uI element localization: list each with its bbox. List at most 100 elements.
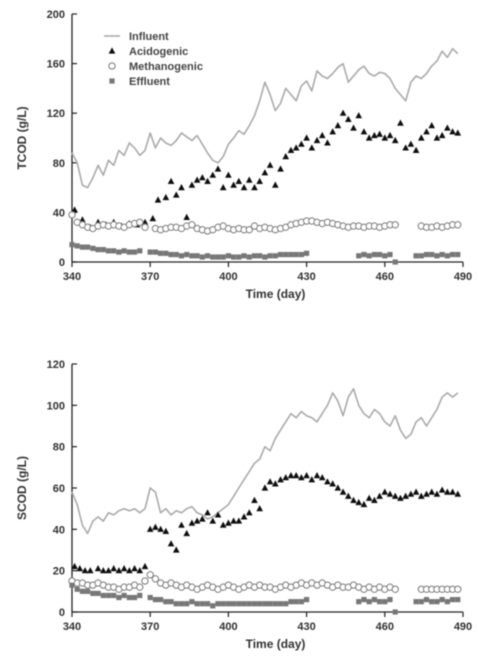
data-point-acidogenic bbox=[381, 488, 389, 495]
data-point-acidogenic bbox=[345, 492, 352, 499]
data-point-acidogenic bbox=[183, 529, 190, 537]
data-point-effluent bbox=[429, 599, 435, 605]
data-point-acidogenic bbox=[365, 494, 373, 501]
data-point-acidogenic bbox=[334, 484, 342, 491]
data-point-methanogenic bbox=[136, 218, 144, 226]
data-point-effluent bbox=[220, 254, 226, 260]
data-point-acidogenic bbox=[219, 184, 227, 191]
data-point-effluent bbox=[236, 601, 242, 607]
y-tick-label: 20 bbox=[53, 566, 65, 578]
data-point-effluent bbox=[423, 251, 430, 258]
data-point-acidogenic bbox=[230, 181, 237, 188]
data-point-acidogenic bbox=[428, 122, 436, 129]
y-tick-label: 80 bbox=[53, 442, 65, 454]
data-point-acidogenic bbox=[438, 131, 446, 139]
data-point-acidogenic bbox=[391, 492, 399, 499]
data-point-effluent bbox=[111, 248, 117, 254]
data-point-acidogenic bbox=[172, 546, 180, 553]
x-tick-label: 490 bbox=[454, 621, 472, 633]
data-point-effluent bbox=[304, 250, 310, 256]
data-point-acidogenic bbox=[454, 490, 462, 497]
data-point-effluent bbox=[267, 253, 273, 259]
data-point-acidogenic bbox=[146, 525, 154, 532]
data-point-effluent bbox=[455, 251, 461, 258]
data-point-effluent bbox=[231, 601, 237, 607]
data-point-effluent bbox=[220, 601, 226, 607]
data-point-effluent bbox=[376, 251, 383, 258]
data-point-acidogenic bbox=[204, 509, 211, 516]
data-point-effluent bbox=[152, 249, 159, 255]
data-point-acidogenic bbox=[209, 517, 217, 524]
data-point-effluent bbox=[371, 597, 377, 603]
data-point-acidogenic bbox=[193, 517, 201, 524]
data-point-acidogenic bbox=[120, 565, 128, 572]
data-point-effluent bbox=[392, 259, 398, 265]
data-point-effluent bbox=[225, 601, 231, 607]
data-point-effluent bbox=[387, 251, 393, 258]
data-point-effluent bbox=[257, 601, 263, 607]
data-point-acidogenic bbox=[105, 567, 112, 574]
data-point-effluent bbox=[455, 597, 461, 603]
data-point-acidogenic bbox=[402, 144, 409, 151]
y-tick-label: 0 bbox=[59, 257, 65, 269]
x-tick-label: 370 bbox=[141, 271, 159, 283]
data-point-effluent bbox=[418, 253, 424, 259]
data-point-methanogenic bbox=[141, 223, 149, 231]
data-point-acidogenic bbox=[256, 177, 263, 184]
data-point-effluent bbox=[189, 599, 195, 605]
data-point-effluent bbox=[210, 603, 216, 609]
data-point-acidogenic bbox=[219, 521, 227, 528]
data-point-effluent bbox=[257, 253, 263, 259]
data-point-methanogenic bbox=[141, 577, 149, 585]
data-point-acidogenic bbox=[282, 474, 290, 481]
data-point-effluent bbox=[267, 601, 273, 607]
data-point-acidogenic bbox=[360, 128, 368, 135]
data-point-acidogenic bbox=[99, 567, 107, 574]
data-point-effluent bbox=[79, 588, 86, 594]
data-point-effluent bbox=[444, 253, 450, 259]
legend: Influent Acidogenic Methanogenic Effluent bbox=[104, 31, 203, 88]
data-point-acidogenic bbox=[329, 480, 336, 487]
data-point-effluent bbox=[95, 247, 101, 253]
data-point-effluent bbox=[131, 249, 138, 255]
data-point-acidogenic bbox=[324, 478, 331, 485]
y-tick-label: 160 bbox=[47, 59, 65, 71]
data-point-effluent bbox=[95, 590, 101, 596]
legend-label: Influent bbox=[129, 31, 169, 43]
data-point-acidogenic bbox=[131, 565, 138, 572]
x-axis-label: Time (day) bbox=[246, 637, 306, 651]
data-point-acidogenic bbox=[167, 177, 175, 184]
data-point-effluent bbox=[361, 251, 367, 258]
data-point-methanogenic bbox=[391, 585, 399, 593]
data-point-acidogenic bbox=[272, 480, 279, 487]
data-point-effluent bbox=[126, 249, 132, 255]
data-point-effluent bbox=[215, 254, 221, 260]
series-effluent bbox=[69, 582, 461, 615]
data-point-acidogenic bbox=[449, 488, 456, 495]
legend-item-effluent: Effluent bbox=[109, 76, 170, 88]
data-point-acidogenic bbox=[240, 184, 248, 191]
data-point-acidogenic bbox=[444, 124, 451, 131]
data-point-effluent bbox=[184, 251, 190, 258]
data-point-acidogenic bbox=[79, 216, 86, 223]
data-point-acidogenic bbox=[303, 134, 310, 141]
y-tick-label: 100 bbox=[47, 400, 65, 412]
data-point-effluent bbox=[116, 249, 122, 255]
y-tick-label: 60 bbox=[53, 483, 65, 495]
series-line-influent bbox=[71, 47, 459, 189]
y-tick-label: 200 bbox=[47, 9, 65, 21]
data-point-effluent bbox=[434, 253, 440, 259]
data-point-effluent bbox=[444, 599, 450, 605]
data-point-acidogenic bbox=[172, 191, 180, 198]
data-point-effluent bbox=[111, 592, 117, 599]
y-tick-label: 80 bbox=[53, 158, 65, 170]
data-point-effluent bbox=[225, 253, 231, 259]
data-point-acidogenic bbox=[417, 134, 425, 141]
data-point-effluent bbox=[246, 254, 252, 260]
data-point-acidogenic bbox=[350, 124, 357, 131]
data-point-effluent bbox=[215, 601, 221, 607]
data-point-acidogenic bbox=[287, 146, 295, 153]
data-point-acidogenic bbox=[444, 488, 451, 495]
data-point-methanogenic bbox=[68, 211, 76, 219]
data-point-effluent bbox=[184, 601, 190, 607]
